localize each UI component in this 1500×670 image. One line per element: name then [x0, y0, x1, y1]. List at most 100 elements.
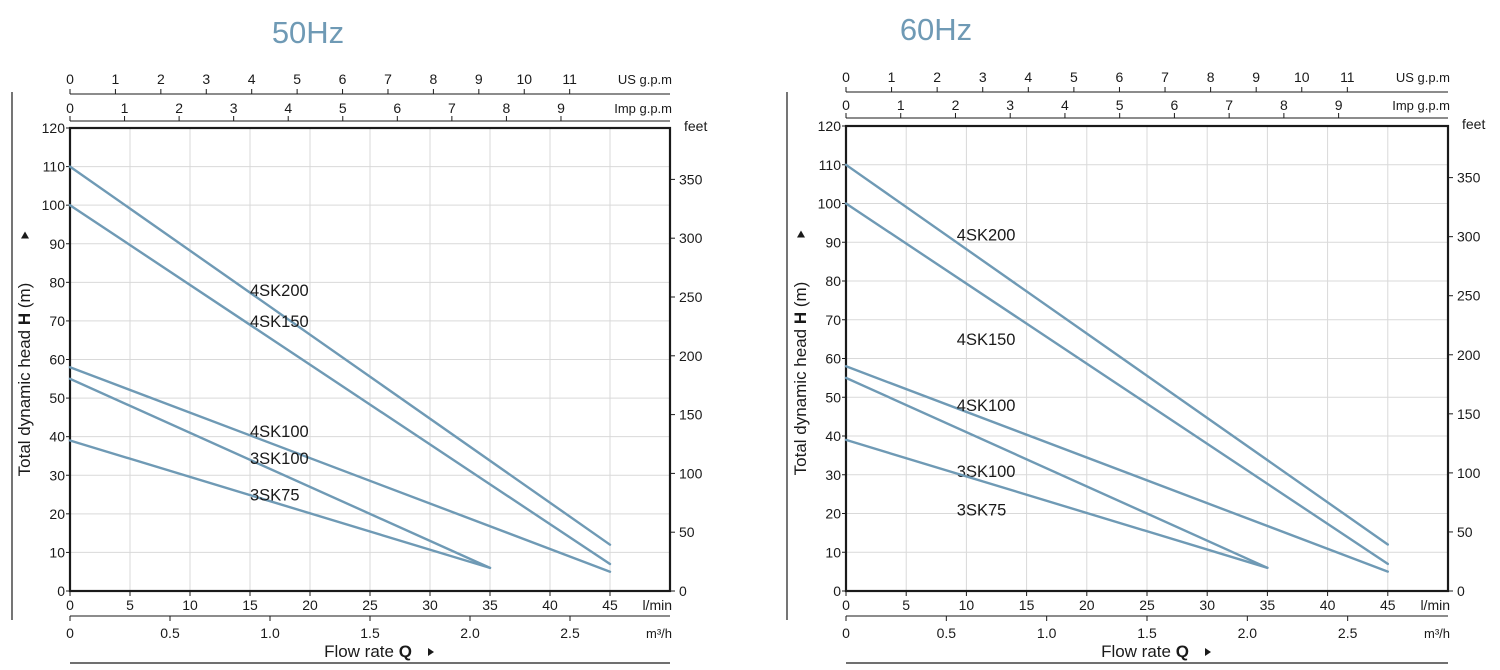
- m3h-unit-label: m³/h: [646, 626, 672, 641]
- x-tick-label: 10: [959, 597, 975, 613]
- curve-label-4SK150: 4SK150: [957, 331, 1016, 349]
- us-gpm-tick-label: 0: [66, 71, 74, 87]
- imp-gpm-tick-label: 1: [897, 97, 905, 113]
- curve-label-4SK200: 4SK200: [957, 227, 1016, 245]
- x-axis-title: Flow rate Q: [324, 642, 412, 661]
- y-tick-label: 100: [42, 197, 66, 213]
- imp-gpm-tick-label: 7: [1225, 97, 1233, 113]
- us-gpm-unit-label: US g.p.m: [1396, 70, 1450, 85]
- curve-4SK100: [844, 365, 1390, 573]
- imp-gpm-tick-label: 5: [339, 100, 347, 116]
- y-tick-label: 30: [49, 467, 65, 483]
- y-tick-label: 50: [825, 389, 841, 405]
- us-gpm-tick-label: 10: [516, 71, 532, 87]
- feet-tick-label: 350: [1457, 170, 1481, 186]
- feet-tick-label: 250: [679, 289, 703, 305]
- imp-gpm-tick-label: 9: [557, 100, 565, 116]
- feet-tick-label: 50: [1457, 524, 1473, 540]
- x-tick-label: 25: [1139, 597, 1155, 613]
- curve-4SK200: [68, 165, 612, 546]
- m3h-tick-label: 1.0: [1037, 625, 1057, 641]
- y-tick-label: 100: [818, 196, 842, 212]
- curve-4SK150: [844, 202, 1390, 566]
- imp-gpm-tick-label: 4: [1061, 97, 1069, 113]
- y-tick-label: 10: [49, 544, 65, 560]
- m3h-tick-label: 2.5: [560, 625, 580, 641]
- feet-tick-label: 350: [679, 171, 703, 187]
- us-gpm-tick-label: 0: [842, 69, 850, 85]
- feet-tick-label: 300: [679, 230, 703, 246]
- y-tick-label: 110: [819, 157, 842, 173]
- us-gpm-tick-label: 10: [1294, 69, 1310, 85]
- x-tick-label: 40: [1320, 597, 1336, 613]
- us-gpm-tick-label: 3: [202, 71, 210, 87]
- feet-tick-label: 200: [1457, 347, 1481, 363]
- us-gpm-tick-label: 2: [157, 71, 165, 87]
- x-tick-label: 5: [902, 597, 910, 613]
- m3h-tick-label: 0: [66, 625, 74, 641]
- feet-tick-label: 250: [1457, 288, 1481, 304]
- x-tick-label: 5: [126, 597, 134, 613]
- curve-label-3SK100: 3SK100: [957, 463, 1016, 481]
- y-tick-label: 0: [833, 583, 841, 599]
- y-tick-label: 0: [57, 583, 65, 599]
- x-tick-label: 10: [182, 597, 198, 613]
- chart-panel-60Hz: 60Hz010203040506070809010011012005010015…: [786, 12, 1485, 664]
- us-gpm-tick-label: 6: [1116, 69, 1124, 85]
- feet-tick-label: 100: [679, 465, 703, 481]
- imp-gpm-tick-label: 2: [175, 100, 183, 116]
- m3h-unit-label: m³/h: [1424, 626, 1450, 641]
- chart-title: 60Hz: [900, 12, 972, 47]
- x-axis-title: Flow rate Q: [1101, 642, 1189, 661]
- y-tick-label: 120: [818, 118, 842, 134]
- lmin-unit-label: l/min: [1420, 597, 1450, 613]
- us-gpm-tick-label: 5: [293, 71, 301, 87]
- y-axis-title: Total dynamic head H (m): [15, 283, 34, 477]
- curve-label-3SK75: 3SK75: [250, 487, 300, 505]
- arrow-right-icon: [1205, 648, 1211, 656]
- y-tick-label: 90: [49, 236, 65, 252]
- feet-tick-label: 0: [679, 583, 687, 599]
- m3h-tick-label: 1.0: [260, 625, 280, 641]
- y-tick-label: 60: [49, 352, 65, 368]
- y-tick-label: 30: [825, 467, 841, 483]
- imp-gpm-tick-label: 1: [121, 100, 129, 116]
- y-tick-label: 60: [825, 351, 841, 367]
- us-gpm-tick-label: 8: [430, 71, 438, 87]
- arrow-up-icon: [21, 231, 29, 239]
- x-tick-label: 35: [1260, 597, 1276, 613]
- curve-3SK75: [68, 439, 492, 570]
- imp-gpm-unit-label: Imp g.p.m: [1392, 98, 1450, 113]
- x-tick-label: 15: [242, 597, 258, 613]
- y-tick-label: 90: [825, 234, 841, 250]
- us-gpm-tick-label: 4: [1024, 69, 1032, 85]
- curve-4SK150: [68, 203, 612, 566]
- imp-gpm-tick-label: 8: [503, 100, 511, 116]
- x-tick-label: 30: [422, 597, 438, 613]
- y-tick-label: 80: [825, 273, 841, 289]
- feet-tick-label: 200: [679, 348, 703, 364]
- us-gpm-tick-label: 1: [112, 71, 120, 87]
- us-gpm-tick-label: 9: [475, 71, 483, 87]
- y-tick-label: 110: [43, 159, 66, 175]
- arrow-right-icon: [428, 648, 434, 656]
- feet-unit-label: feet: [684, 118, 707, 134]
- imp-gpm-tick-label: 4: [284, 100, 292, 116]
- imp-gpm-tick-label: 5: [1116, 97, 1124, 113]
- m3h-tick-label: 2.5: [1338, 625, 1358, 641]
- x-tick-label: 0: [66, 597, 74, 613]
- us-gpm-tick-label: 11: [562, 71, 577, 87]
- imp-gpm-tick-label: 3: [230, 100, 238, 116]
- m3h-tick-label: 0: [842, 625, 850, 641]
- curve-label-3SK75: 3SK75: [957, 502, 1007, 520]
- y-tick-label: 20: [825, 506, 841, 522]
- curve-label-4SK200: 4SK200: [250, 282, 309, 300]
- imp-gpm-tick-label: 6: [1171, 97, 1179, 113]
- x-tick-label: 45: [602, 597, 618, 613]
- y-tick-label: 40: [825, 428, 841, 444]
- us-gpm-tick-label: 8: [1207, 69, 1215, 85]
- feet-tick-label: 150: [679, 407, 703, 423]
- imp-gpm-tick-label: 8: [1280, 97, 1288, 113]
- curve-3SK75: [844, 438, 1269, 569]
